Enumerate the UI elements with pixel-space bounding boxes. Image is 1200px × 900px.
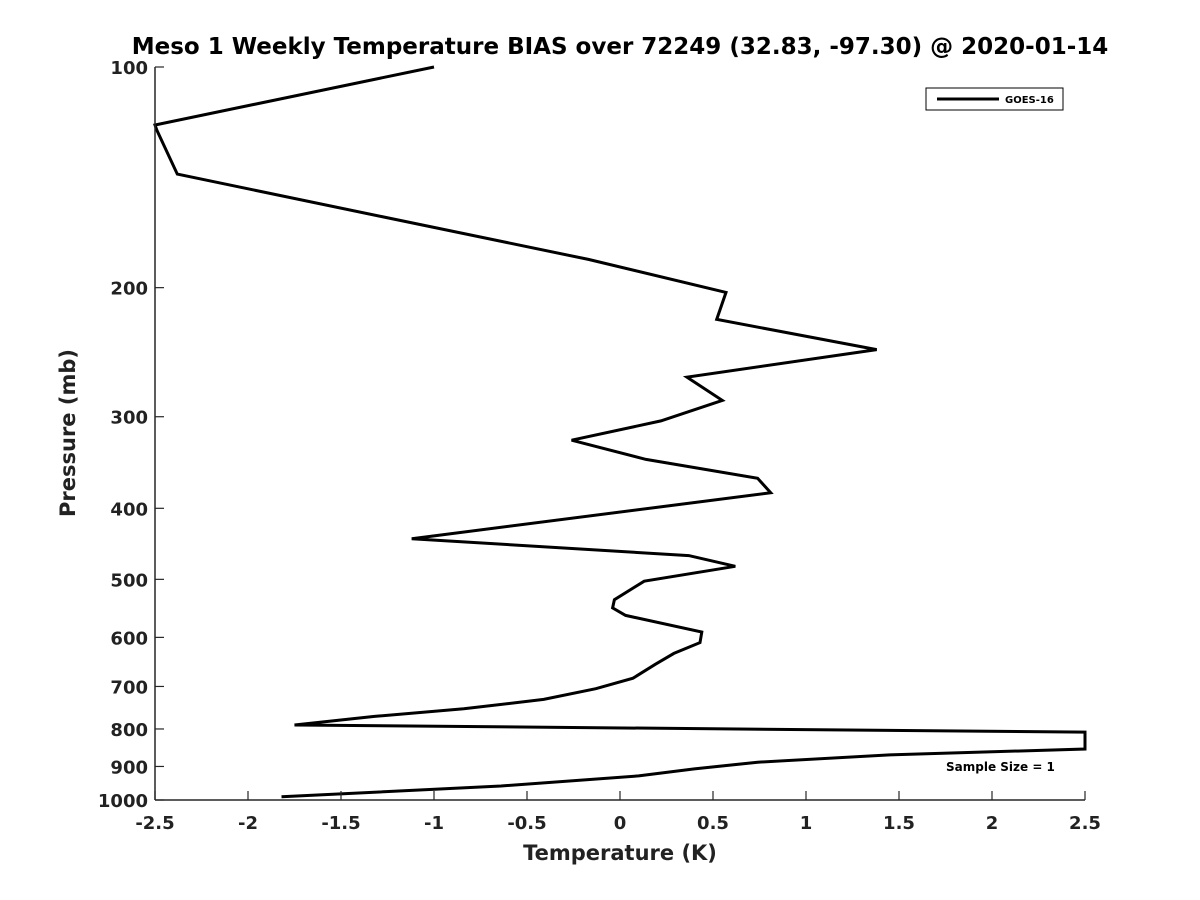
y-tick-label: 300 — [110, 408, 148, 429]
series-line-goes-16 — [153, 65, 1087, 799]
x-tick-label: -2 — [238, 813, 258, 834]
y-tick-label: 600 — [110, 628, 148, 649]
y-tick-label: 400 — [110, 499, 148, 520]
x-tick-label: 0.5 — [697, 813, 729, 834]
legend: GOES-16 — [925, 87, 1064, 111]
y-tick-label: 800 — [110, 720, 148, 741]
y-tick-label: 100 — [110, 58, 148, 79]
x-tick-label: 2.5 — [1069, 813, 1101, 834]
x-axis-label: Temperature (K) — [523, 841, 717, 865]
x-tick-label: 0 — [614, 813, 627, 834]
y-axis-label: Pressure (mb) — [56, 349, 80, 517]
series-layer — [153, 65, 1087, 799]
sample-size-annotation: Sample Size = 1 — [946, 760, 1055, 774]
legend-label-goes-16: GOES-16 — [1005, 95, 1054, 106]
axes-layer: -2.5 -2 -1.5 -1 -0.5 0 0.5 1 1.5 2 2.5 100 200 300 400… — [98, 58, 1101, 834]
y-tick-label: 1000 — [98, 791, 148, 812]
x-tick-label: -0.5 — [507, 813, 546, 834]
x-tick-label: 1 — [800, 813, 813, 834]
chart-title: Meso 1 Weekly Temperature BIAS over 7224… — [132, 34, 1109, 60]
x-tick-label: -1.5 — [321, 813, 360, 834]
x-tick-label: -1 — [424, 813, 444, 834]
x-tick-label: 2 — [986, 813, 999, 834]
x-tick-label: -2.5 — [135, 813, 174, 834]
y-tick-label: 700 — [110, 677, 148, 698]
y-tick-label: 200 — [110, 279, 148, 300]
x-tick-label: 1.5 — [883, 813, 915, 834]
y-tick-label: 900 — [110, 757, 148, 778]
y-tick-label: 500 — [110, 570, 148, 591]
